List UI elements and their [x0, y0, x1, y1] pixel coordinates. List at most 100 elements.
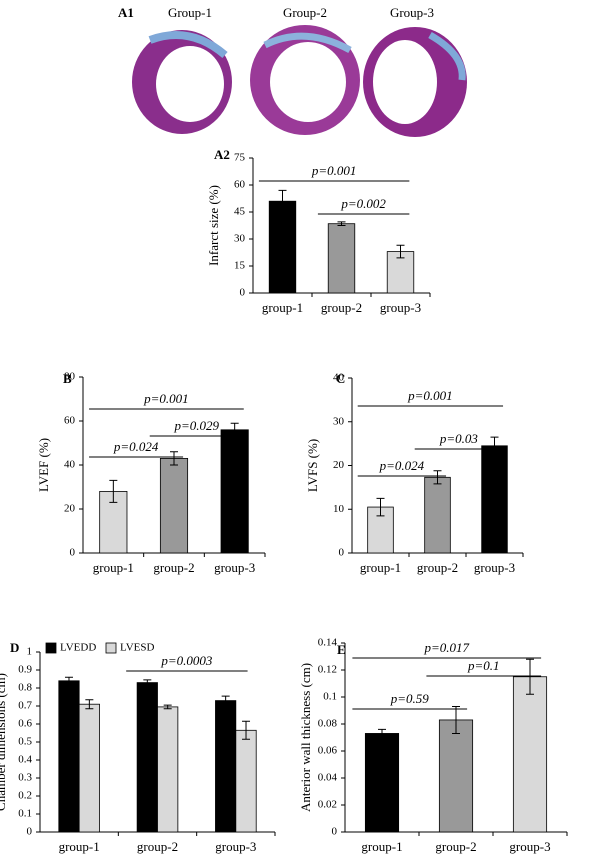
y-tick-label: 1: [27, 646, 33, 658]
group-label: Group-1: [168, 5, 212, 20]
error-bar: [85, 699, 94, 710]
bar: [157, 706, 179, 833]
heart-lumen: [270, 42, 346, 122]
y-axis-label: Infarct size (%): [206, 185, 221, 266]
p-value: p=0.001: [143, 391, 189, 406]
bar: [512, 676, 548, 833]
y-tick-label: 0: [70, 547, 76, 559]
group-label: Group-3: [390, 5, 434, 20]
x-tick-label: group-3: [380, 300, 421, 315]
y-tick-label: 0: [27, 826, 33, 838]
y-tick-label: 0.1: [18, 808, 32, 820]
fibrosis: [263, 32, 352, 54]
y-tick-label: 75: [234, 152, 246, 164]
y-tick-label: 0.1: [323, 691, 337, 703]
error-bar: [109, 479, 118, 503]
x-tick-label: group-3: [509, 839, 550, 854]
bar: [136, 682, 158, 833]
x-tick-label: group-2: [137, 839, 178, 854]
x-tick-label: group-2: [153, 560, 194, 575]
y-axis-label: Anterior wall thickness (cm): [298, 663, 313, 812]
panel-label: A2: [214, 147, 230, 162]
bar: [424, 476, 451, 554]
panel-label: A1: [118, 5, 134, 20]
y-tick-label: 0.02: [318, 799, 337, 811]
legend-swatch: [105, 642, 117, 654]
x-tick-label: group-1: [360, 560, 401, 575]
y-tick-label: 60: [234, 179, 246, 191]
panel-label: B: [63, 371, 72, 386]
y-tick-label: 0.12: [318, 664, 337, 676]
y-tick-label: 0.8: [18, 682, 32, 694]
heart-lumen: [373, 40, 437, 124]
p-value: p=0.59: [390, 691, 430, 706]
y-tick-label: 0.4: [18, 754, 32, 766]
panel-label: D: [10, 640, 19, 655]
error-bar: [490, 436, 499, 456]
x-tick-label: group-3: [214, 560, 255, 575]
y-tick-label: 0: [339, 547, 345, 559]
x-tick-label: group-3: [474, 560, 515, 575]
error-bar: [64, 676, 73, 685]
error-bar: [221, 695, 230, 706]
error-bar: [163, 704, 172, 710]
x-tick-label: group-2: [321, 300, 362, 315]
p-value: p=0.1: [467, 658, 500, 673]
bar: [159, 457, 189, 554]
y-tick-label: 40: [333, 372, 345, 384]
bar: [58, 680, 80, 833]
heart-lumen: [156, 46, 224, 122]
error-bar: [170, 451, 178, 466]
y-tick-label: 0.9: [18, 664, 32, 676]
bar: [220, 429, 249, 554]
y-axis-label: LVFS (%): [305, 439, 320, 492]
error-bar: [526, 658, 534, 695]
y-tick-label: 30: [234, 233, 246, 245]
error-bar: [278, 189, 287, 213]
y-tick-label: 10: [333, 503, 345, 515]
x-tick-label: group-1: [93, 560, 134, 575]
error-bar: [337, 221, 346, 226]
heart-sections: [132, 25, 467, 137]
y-tick-label: 20: [64, 503, 76, 515]
bar: [235, 729, 257, 833]
error-bar: [396, 244, 405, 259]
bar: [481, 445, 508, 554]
panel-label: C: [336, 371, 345, 386]
y-axis-label: Chamber dimensions (cm): [0, 673, 8, 811]
x-tick-label: group-1: [361, 839, 402, 854]
y-tick-label: 40: [64, 459, 76, 471]
p-value: p=0.017: [423, 640, 469, 655]
panel-label: E: [337, 642, 346, 657]
bar: [215, 700, 237, 833]
p-value: p=0.029: [173, 418, 219, 433]
y-tick-label: 0: [332, 826, 338, 838]
x-tick-label: group-2: [435, 839, 476, 854]
y-tick-label: 60: [64, 415, 76, 427]
legend-swatch: [45, 642, 57, 654]
bar: [327, 223, 356, 294]
x-tick-label: group-2: [417, 560, 458, 575]
y-tick-label: 0.14: [318, 637, 338, 649]
legend-label: LVESD: [120, 642, 154, 654]
x-tick-label: group-1: [262, 300, 303, 315]
error-bar: [452, 705, 460, 734]
y-tick-label: 15: [234, 260, 246, 272]
fibrosis: [148, 31, 228, 59]
y-tick-label: 80: [64, 371, 76, 383]
p-value: p=0.03: [439, 431, 479, 446]
y-tick-label: 0.2: [18, 790, 32, 802]
y-tick-label: 0.06: [318, 745, 338, 757]
legend-label: LVEDD: [60, 642, 96, 654]
y-tick-label: 30: [333, 415, 345, 427]
y-tick-label: 0.08: [318, 718, 338, 730]
error-bar: [143, 679, 152, 686]
p-value: p=0.001: [311, 163, 357, 178]
bar: [438, 719, 474, 833]
y-tick-label: 0.04: [318, 772, 338, 784]
y-tick-label: 0: [240, 287, 246, 299]
error-bar: [376, 497, 385, 517]
x-tick-label: group-1: [59, 839, 100, 854]
error-bar: [378, 728, 386, 738]
y-tick-label: 0.3: [18, 772, 32, 784]
